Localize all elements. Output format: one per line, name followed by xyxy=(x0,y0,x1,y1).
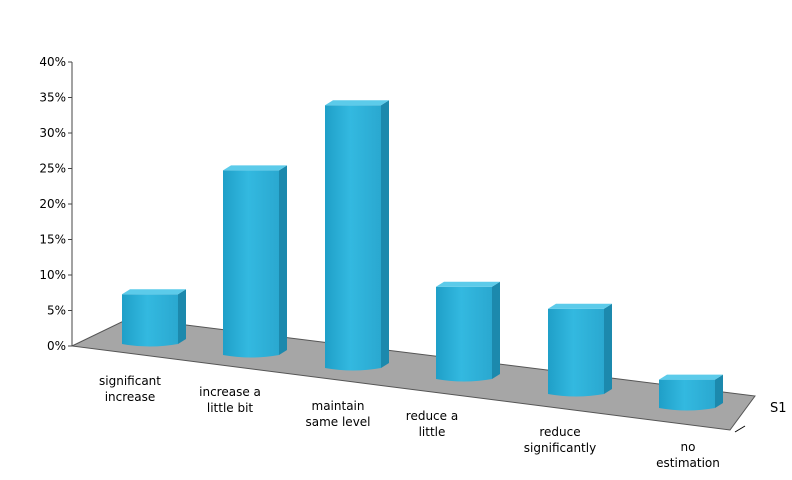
bar-front xyxy=(548,308,604,397)
bar-side xyxy=(279,165,287,355)
bar-2 xyxy=(223,165,287,358)
bar-top xyxy=(548,303,612,309)
category-label: increase a little bit xyxy=(199,385,261,415)
bar-front xyxy=(325,105,381,371)
bar-top xyxy=(122,289,186,295)
category-label: maintain same level xyxy=(305,399,370,429)
y-tick-label: 30% xyxy=(39,126,66,140)
bar-top xyxy=(436,281,500,287)
category-label: reduce a little xyxy=(406,409,458,439)
y-tick-label: 25% xyxy=(39,162,66,176)
category-label: reduce significantly xyxy=(524,425,596,455)
y-tick-label: 15% xyxy=(39,233,66,247)
category-label: no estimation xyxy=(656,440,720,470)
bar-top xyxy=(659,374,723,380)
bar-top xyxy=(223,165,287,171)
bar-side xyxy=(178,289,186,344)
category-label: significant increase xyxy=(99,374,161,404)
bar-4 xyxy=(436,281,500,382)
bar-1 xyxy=(122,289,186,347)
bar-side xyxy=(604,303,612,394)
y-tick-label: 40% xyxy=(39,55,66,69)
bar-5 xyxy=(548,303,612,397)
bar-front xyxy=(436,286,492,382)
y-tick-label: 10% xyxy=(39,268,66,282)
bar-side xyxy=(492,281,500,379)
y-tick-label: 35% xyxy=(39,91,66,105)
bar-front xyxy=(659,379,715,411)
bar-top xyxy=(325,100,389,106)
bar-front xyxy=(223,170,279,358)
y-tick-label: 5% xyxy=(47,304,66,318)
bar-side xyxy=(715,374,723,408)
bar-3 xyxy=(325,100,389,371)
bar-side xyxy=(381,100,389,369)
bar-front xyxy=(122,294,178,347)
y-tick-label: 0% xyxy=(47,339,66,353)
series-label: S1 xyxy=(770,401,787,416)
bar-6 xyxy=(659,374,723,411)
depth-tick xyxy=(734,425,746,433)
y-tick-label: 20% xyxy=(39,197,66,211)
